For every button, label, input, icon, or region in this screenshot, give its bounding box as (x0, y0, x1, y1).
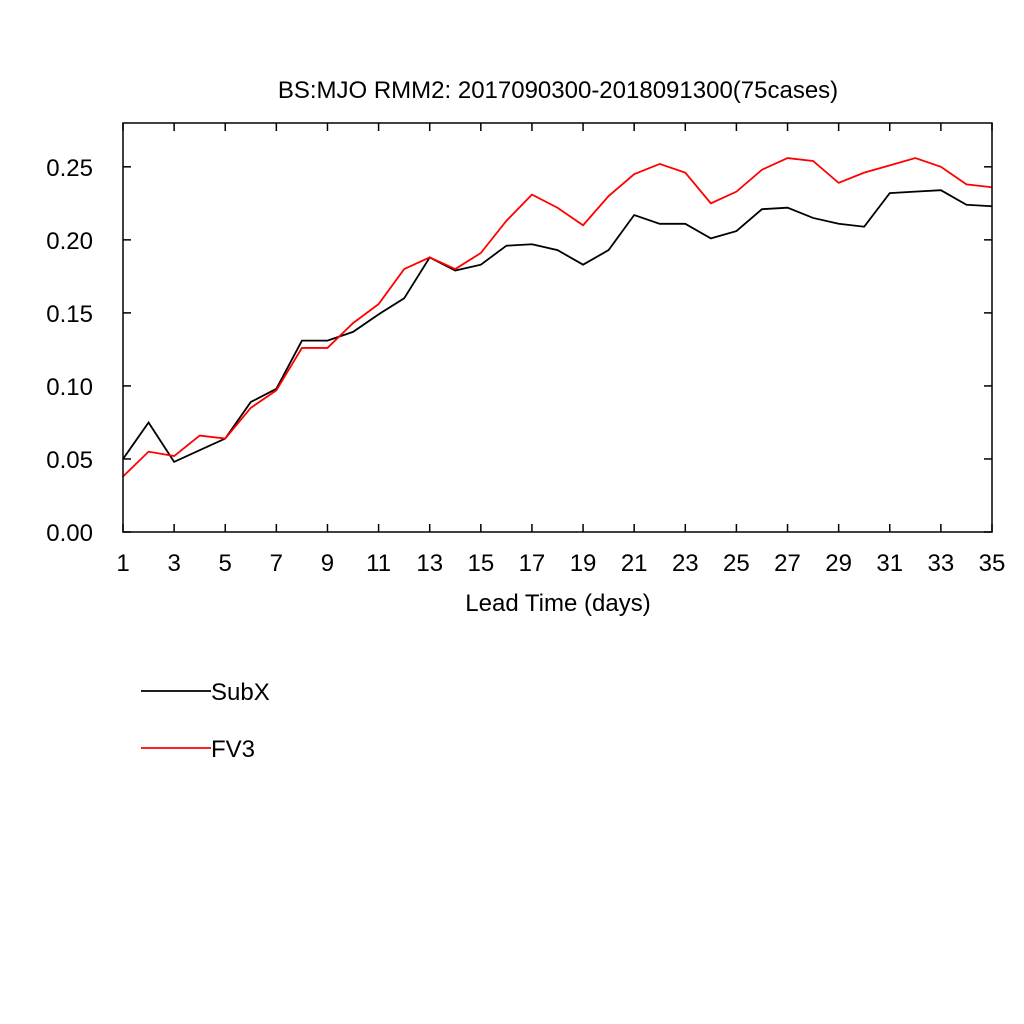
tick-labels-layer: 1 3 5 7 9 11 13 15 17 19 21 23 25 27 29 31 33 350.000.050… (46, 155, 1005, 577)
legend-label: SubX (211, 679, 270, 706)
x-tick-label: 25 (723, 550, 750, 577)
ticks-layer (122, 123, 993, 533)
x-axis-label: Lead Time (days) (465, 590, 650, 617)
legend-label: FV3 (211, 736, 255, 763)
x-tick-label: 27 (774, 550, 801, 577)
y-tick-label: 0.10 (46, 374, 93, 401)
x-tick-label: 29 (825, 550, 852, 577)
x-tick-label: 19 (570, 550, 597, 577)
y-tick-label: 0.20 (46, 228, 93, 255)
series-line-fv3 (122, 157, 993, 478)
legend-item-subx: SubX (141, 679, 270, 706)
series-layer (122, 157, 993, 478)
x-tick-label: 9 (321, 550, 334, 577)
y-tick-label: 0.15 (46, 301, 93, 328)
y-tick-label: 0.05 (46, 447, 93, 474)
x-tick-label: 11 (366, 550, 391, 577)
x-tick-label: 33 (928, 550, 955, 577)
chart-title: BS:MJO RMM2: 2017090300-2018091300(75cas… (278, 77, 838, 104)
y-tick-label: 0.25 (46, 155, 93, 182)
x-tick-label: 15 (467, 550, 494, 577)
y-tick-label: 0.00 (46, 520, 93, 547)
series-line-subx (122, 189, 993, 464)
x-tick-label: 13 (416, 550, 443, 577)
x-tick-label: 23 (672, 550, 699, 577)
plot-frame (122, 122, 993, 533)
legend-item-fv3: FV3 (141, 736, 255, 763)
x-tick-label: 7 (270, 550, 283, 577)
x-tick-label: 21 (621, 550, 648, 577)
x-tick-label: 17 (519, 550, 546, 577)
x-tick-label: 31 (876, 550, 903, 577)
x-tick-label: 3 (167, 550, 180, 577)
x-tick-label: 5 (219, 550, 232, 577)
x-tick-label: 1 (116, 550, 129, 577)
x-tick-label: 35 (979, 550, 1006, 577)
legend: SubX FV3 (141, 679, 270, 763)
